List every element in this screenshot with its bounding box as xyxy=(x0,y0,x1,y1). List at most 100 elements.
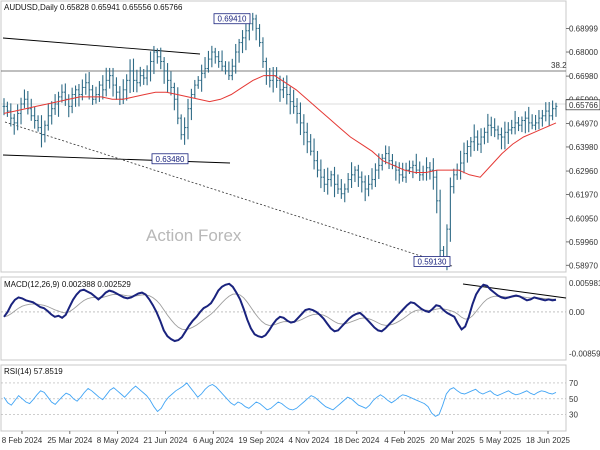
ohlc-bar xyxy=(363,175,367,202)
ohlc-bar xyxy=(551,100,554,121)
ohlc-bar xyxy=(142,69,146,85)
ohlc-bar xyxy=(101,75,105,100)
ohlc-bar xyxy=(316,150,319,178)
ohlc-bar xyxy=(329,170,333,187)
ohlc-bar xyxy=(472,124,476,152)
ohlc-bar xyxy=(448,177,452,242)
ohlc-bar xyxy=(63,83,67,106)
price-annotation: 0.69410 xyxy=(213,13,251,25)
ohlc-bar xyxy=(115,77,118,100)
ohlc-bar xyxy=(360,171,364,193)
ohlc-bar xyxy=(230,58,234,81)
ohlc-bar xyxy=(220,50,224,72)
price-tick-label: 0.62960 xyxy=(569,167,598,176)
rsi-tick-label: 50 xyxy=(569,395,578,404)
ohlc-bar xyxy=(506,122,510,145)
ohlc-bar xyxy=(288,86,292,115)
ohlc-bar xyxy=(179,114,183,140)
ohlc-bar xyxy=(241,30,244,54)
rsi-label: RSI(14) xyxy=(4,367,32,376)
ohlc-bar xyxy=(70,87,74,114)
macd-header: MACD(12,26,9) 0.002388 0.002529 xyxy=(4,280,131,289)
date-tick-label: 4 Feb 2025 xyxy=(384,436,425,445)
ohlc-bar xyxy=(479,128,483,154)
macd-tick-label: -0.00859 xyxy=(569,350,600,359)
ohlc-bar xyxy=(186,98,190,140)
ohlc-bar xyxy=(295,98,299,124)
ohlc-bar xyxy=(547,101,551,126)
ohlc-bar xyxy=(111,67,115,97)
ohlc-bar xyxy=(193,79,197,99)
ohlc-bar xyxy=(380,153,384,171)
ohlc-bar xyxy=(196,76,200,89)
ohlc-bar xyxy=(169,71,173,96)
rsi-header: RSI(14) 57.8519 xyxy=(4,367,63,376)
high-value: 0.65941 xyxy=(91,3,120,12)
ohlc-bar xyxy=(23,89,26,109)
date-tick-label: 19 Sep 2024 xyxy=(238,436,284,445)
ohlc-bar xyxy=(356,164,360,187)
ohlc-bar xyxy=(29,98,33,121)
ohlc-bar xyxy=(50,101,54,125)
ohlc-bar xyxy=(203,57,207,79)
date-tick-label: 5 May 2025 xyxy=(479,436,521,445)
rsi-value: 57.8519 xyxy=(34,367,63,376)
ohlc-bar xyxy=(149,51,152,82)
annotation-label: 0.63480 xyxy=(156,155,185,164)
low-value: 0.65556 xyxy=(122,3,151,12)
price-tick-label: 0.68999 xyxy=(569,24,598,33)
ohlc-bar xyxy=(486,113,490,143)
ohlc-bar xyxy=(57,91,60,117)
timeframe-label: Daily xyxy=(40,3,58,12)
ohlc-bar xyxy=(483,127,486,145)
price-bars xyxy=(2,12,558,271)
ohlc-bar xyxy=(309,134,313,156)
ohlc-bar xyxy=(152,45,156,75)
price-annotation: 0.63480 xyxy=(151,153,189,165)
lower-trendline xyxy=(2,154,231,164)
ohlc-bar xyxy=(261,37,265,68)
price-annotation: 0.59130 xyxy=(413,256,451,267)
ohlc-bar xyxy=(469,136,473,157)
ohlc-bar xyxy=(411,160,415,179)
current-price-label: 0.65766 xyxy=(569,101,598,110)
ohlc-bar xyxy=(520,116,524,133)
price-axis: 0.689990.680000.669800.659900.649700.639… xyxy=(565,24,600,270)
ohlc-bar xyxy=(251,12,255,31)
ohlc-bar xyxy=(428,162,432,180)
ohlc-bar xyxy=(401,162,405,182)
ohlc-bar xyxy=(346,173,350,193)
ohlc-bar xyxy=(60,84,64,103)
date-tick-label: 18 Dec 2024 xyxy=(334,436,380,445)
ohlc-bar xyxy=(513,110,517,135)
ohlc-bar xyxy=(530,114,534,130)
ohlc-bar xyxy=(435,170,439,214)
ohlc-bar xyxy=(77,84,81,107)
date-tick-label: 18 Jun 2025 xyxy=(526,436,571,445)
annotations: 0.69410 0.63480 0.59130 xyxy=(151,13,451,267)
macd-tick-label: 0.00 xyxy=(569,308,585,317)
ohlc-bar xyxy=(217,51,221,68)
price-tick-label: 0.60950 xyxy=(569,215,598,224)
ohlc-bar xyxy=(438,189,442,258)
rsi-panel xyxy=(0,364,567,432)
ohlc-bar xyxy=(374,163,377,188)
date-tick-label: 20 Mar 2025 xyxy=(430,436,475,445)
ohlc-bar xyxy=(343,183,347,203)
ohlc-bar xyxy=(125,74,129,101)
ohlc-bar xyxy=(496,125,500,140)
ohlc-bar xyxy=(244,24,248,51)
ohlc-bar xyxy=(350,162,353,188)
ohlc-bar xyxy=(333,166,336,198)
ohlc-bar xyxy=(9,103,13,127)
ohlc-bar xyxy=(339,179,343,199)
ohlc-bar xyxy=(237,38,241,63)
ohlc-bar xyxy=(370,168,374,190)
ohlc-bar xyxy=(26,91,30,115)
ohlc-bar xyxy=(162,57,166,84)
annotation-label: 0.69410 xyxy=(218,15,247,24)
ohlc-bar xyxy=(517,116,520,132)
ohlc-header: AUDUSD,Daily 0.65828 0.65941 0.65556 0.6… xyxy=(4,3,183,12)
price-tick-label: 0.58970 xyxy=(569,261,598,270)
rsi-series: 70 50 30 xyxy=(1,379,578,420)
